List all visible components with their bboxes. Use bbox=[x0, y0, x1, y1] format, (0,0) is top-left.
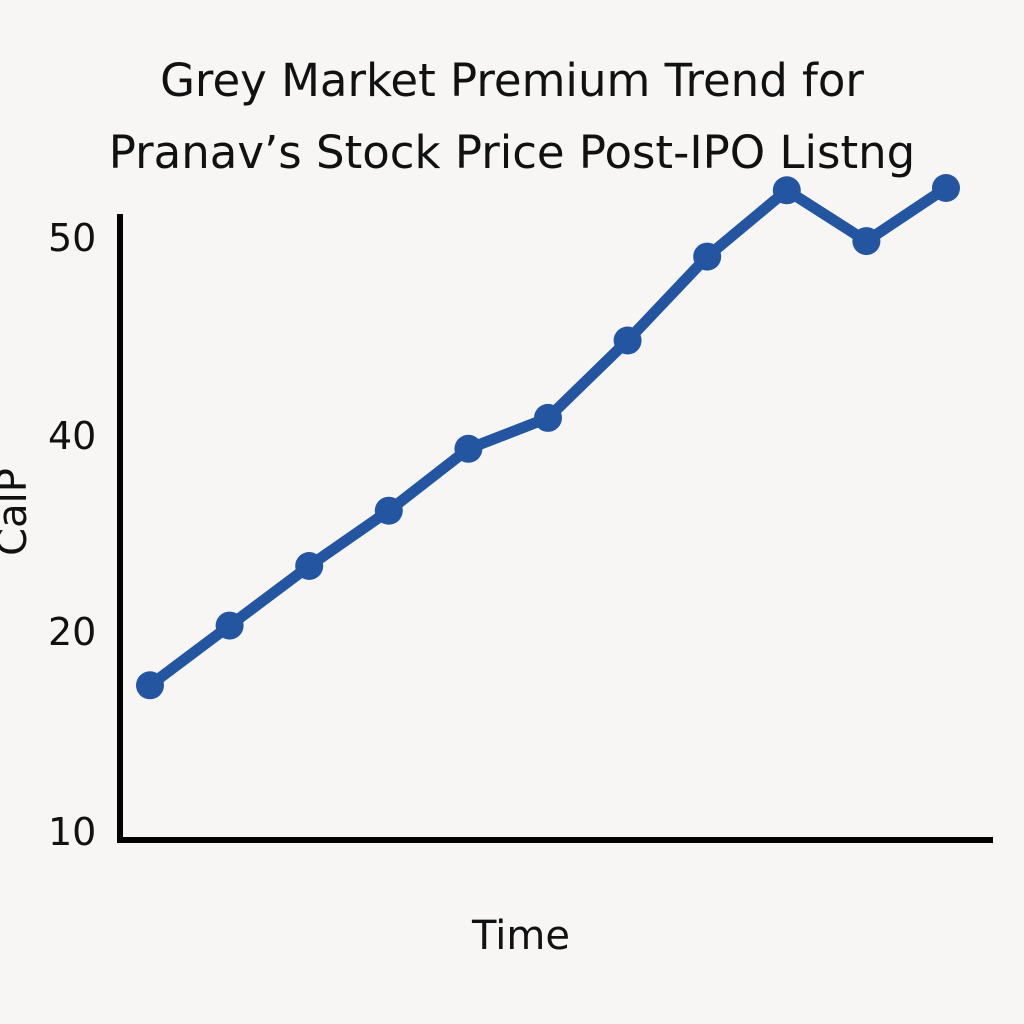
y-tick-label: 10 bbox=[48, 810, 96, 854]
data-point bbox=[215, 611, 244, 640]
y-tick-label: 40 bbox=[48, 414, 96, 458]
data-point bbox=[932, 174, 960, 202]
data-point bbox=[534, 403, 562, 432]
data-point bbox=[295, 552, 324, 580]
data-point bbox=[374, 496, 403, 525]
chart-title-line-2: Pranav’s Stock Price Post-IPO Listng bbox=[108, 126, 916, 179]
data-point bbox=[454, 434, 483, 463]
y-tick-label: 50 bbox=[48, 216, 96, 260]
data-point bbox=[772, 176, 801, 205]
series-layer bbox=[136, 174, 960, 700]
y-axis-title: CalP bbox=[0, 468, 36, 556]
data-point bbox=[136, 671, 164, 700]
x-axis-title: Time bbox=[471, 913, 570, 959]
data-point bbox=[693, 242, 722, 271]
series-line bbox=[144, 182, 952, 691]
chart-title-line-1: Grey Market Premium Trend for bbox=[160, 54, 864, 107]
data-point bbox=[852, 227, 881, 256]
y-tick-label: 20 bbox=[48, 610, 96, 654]
data-point bbox=[613, 326, 642, 355]
